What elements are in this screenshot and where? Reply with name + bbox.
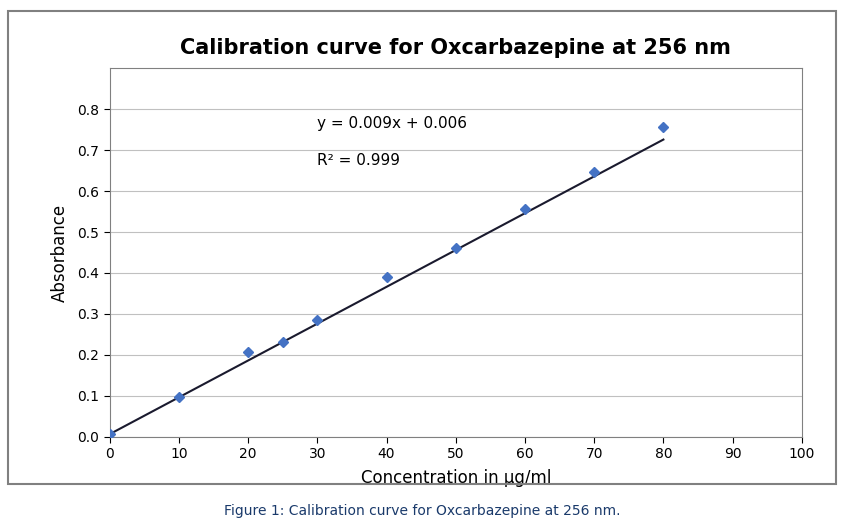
- Title: Calibration curve for Oxcarbazepine at 256 nm: Calibration curve for Oxcarbazepine at 2…: [181, 38, 731, 58]
- X-axis label: Concentration in µg/ml: Concentration in µg/ml: [360, 469, 551, 487]
- Y-axis label: Absorbance: Absorbance: [51, 204, 69, 301]
- Text: y = 0.009x + 0.006: y = 0.009x + 0.006: [317, 116, 468, 132]
- Text: Figure 1: Calibration curve for Oxcarbazepine at 256 nm.: Figure 1: Calibration curve for Oxcarbaz…: [224, 504, 620, 519]
- Text: R² = 0.999: R² = 0.999: [317, 153, 400, 168]
